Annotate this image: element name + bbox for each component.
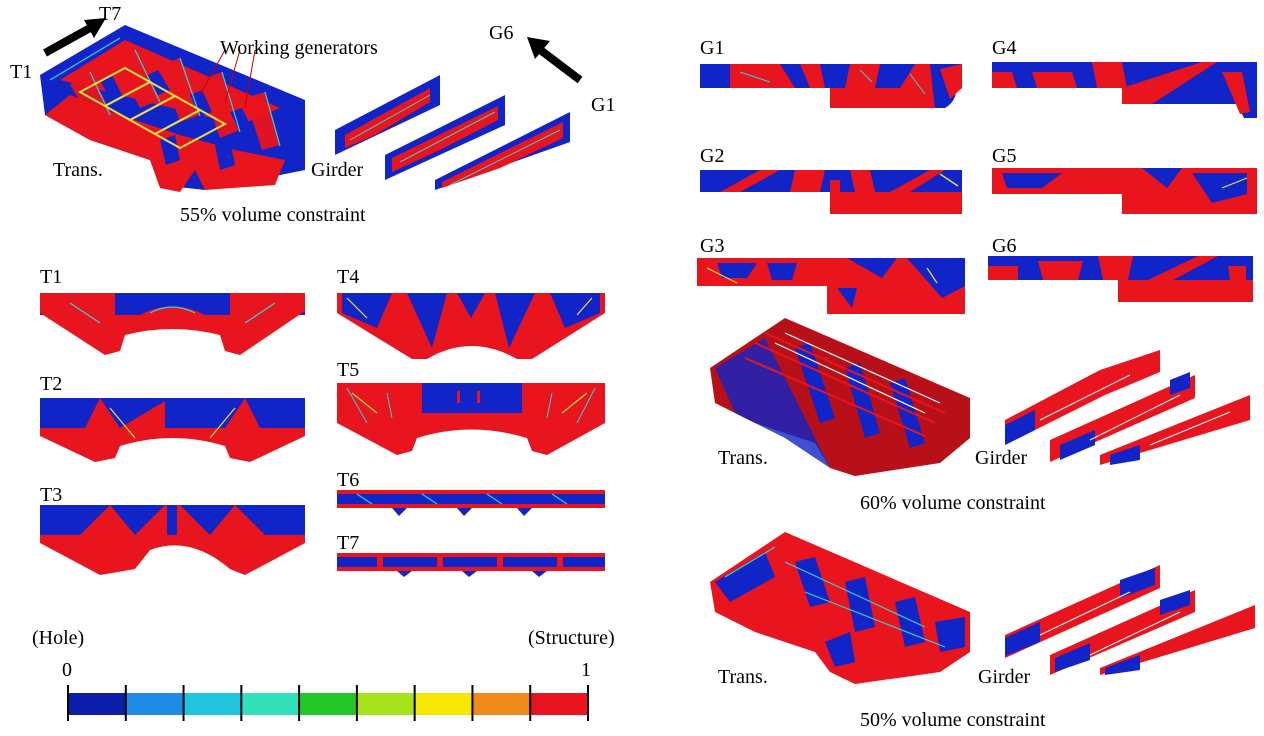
section-t1 <box>40 293 305 355</box>
section-g2 <box>700 170 962 214</box>
girder-3d-view-55 <box>330 40 590 190</box>
colorbar-structure-label: (Structure) <box>528 627 615 649</box>
colorbar <box>67 685 589 721</box>
section-t3 <box>40 505 305 575</box>
trans-3d-view-55 <box>30 20 330 195</box>
colorbar-segment <box>414 693 473 715</box>
section-g6 <box>988 256 1253 302</box>
colorbar-segment <box>68 693 127 715</box>
section-t5 <box>337 383 605 455</box>
colorbar-segment <box>472 693 531 715</box>
arrow-label-g-end: G6 <box>489 22 514 44</box>
section-label-t4: T4 <box>337 266 360 288</box>
section-t2 <box>40 398 305 462</box>
section-t6 <box>337 490 605 516</box>
section-g5 <box>992 168 1257 214</box>
section-t7 <box>337 553 605 577</box>
caption-50: 50% volume constraint <box>860 709 1046 731</box>
trans-label-50: Trans. <box>718 666 768 688</box>
colorbar-segment <box>125 693 185 715</box>
arrow-label-t-start: T1 <box>10 61 33 83</box>
direction-arrow-t <box>43 18 106 57</box>
section-label-t5: T5 <box>337 359 360 381</box>
girder-label-55: Girder <box>311 159 364 181</box>
section-label-g2: G2 <box>700 145 725 167</box>
colorbar-min: 0 <box>62 659 72 681</box>
section-label-g5: G5 <box>992 145 1017 167</box>
section-label-g1: G1 <box>700 37 725 59</box>
section-label-g4: G4 <box>992 37 1017 59</box>
section-label-t3: T3 <box>40 484 63 506</box>
trans-3d-view-50 <box>710 532 970 684</box>
caption-60: 60% volume constraint <box>860 492 1046 514</box>
trans-label-60: Trans. <box>718 447 768 469</box>
section-label-t2: T2 <box>40 373 63 395</box>
section-label-t7: T7 <box>337 532 360 554</box>
colorbar-hole-label: (Hole) <box>32 627 85 649</box>
section-t4 <box>337 293 605 359</box>
colorbar-segment <box>299 693 358 715</box>
working-generators-label: Working generators <box>220 37 378 59</box>
colorbar-max: 1 <box>581 659 591 681</box>
colorbar-segment <box>183 693 242 715</box>
girder-3d-view-60 <box>1005 350 1250 465</box>
section-g4 <box>992 62 1257 118</box>
section-label-t1: T1 <box>40 266 63 288</box>
section-g1 <box>700 64 962 108</box>
section-g3 <box>697 258 965 314</box>
colorbar-segment <box>356 693 416 715</box>
colorbar-segment <box>530 693 589 715</box>
direction-arrow-g <box>527 37 583 84</box>
section-label-g6: G6 <box>992 235 1017 257</box>
girder-label-60: Girder <box>975 447 1028 469</box>
arrow-label-g-start: G1 <box>591 94 616 116</box>
arrow-label-t-end: T7 <box>99 3 122 25</box>
trans-label-55: Trans. <box>53 159 103 181</box>
girder-label-50: Girder <box>978 666 1031 688</box>
section-label-t6: T6 <box>337 469 360 491</box>
girder-3d-view-50 <box>1005 565 1255 675</box>
section-label-g3: G3 <box>700 235 725 257</box>
caption-55: 55% volume constraint <box>180 204 366 226</box>
colorbar-segment <box>241 693 300 715</box>
trans-3d-view-60 <box>710 318 970 476</box>
